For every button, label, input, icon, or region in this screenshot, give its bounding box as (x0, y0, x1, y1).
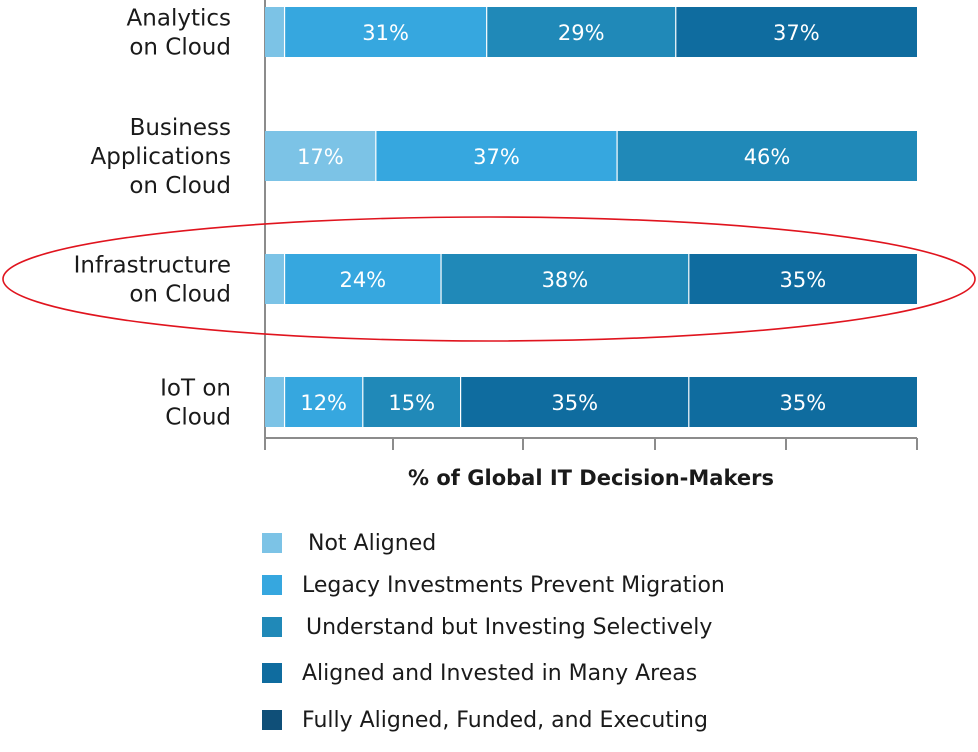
data-label: 38% (542, 268, 589, 292)
bar-segment (265, 377, 285, 427)
bar-segment (284, 377, 363, 427)
bar-segment (486, 7, 676, 57)
x-axis-title: % of Global IT Decision-Makers (408, 466, 774, 490)
data-label: 17% (297, 145, 344, 169)
bar-segment (441, 254, 689, 304)
category-label: Infrastructure (74, 253, 231, 279)
bar-segment (460, 377, 689, 427)
category-label: Applications (91, 144, 232, 170)
bar-segment (265, 254, 285, 304)
legend-swatch (262, 710, 282, 730)
highlight-ellipse (2, 216, 976, 342)
data-label: 12% (300, 391, 347, 415)
bar-segment (284, 7, 487, 57)
category-label: on Cloud (129, 35, 231, 61)
bar-segment (362, 377, 461, 427)
legend-swatch (262, 575, 282, 595)
data-label: 37% (773, 21, 820, 45)
legend-label: Understand but Investing Selectively (306, 614, 713, 640)
data-label: 35% (780, 391, 827, 415)
category-label: Analytics (127, 6, 231, 32)
data-label: 15% (388, 391, 435, 415)
legend-item: Not Aligned (262, 528, 436, 558)
legend-item: Fully Aligned, Funded, and Executing (262, 705, 708, 735)
legend-label: Aligned and Invested in Many Areas (302, 660, 698, 686)
legend-item: Understand but Investing Selectively (262, 612, 712, 642)
bar-segment (675, 7, 917, 57)
data-label: 46% (744, 145, 791, 169)
stacked-bar-chart: 31% 29% 37% Analytics on Cloud 17% 37% 46% Busin… (2, 0, 976, 490)
legend-item: Legacy Investments Prevent Migration (262, 570, 725, 600)
category-label: Cloud (165, 405, 231, 431)
legend-swatch (262, 663, 282, 683)
legend-swatch (262, 617, 282, 637)
bar-segment (617, 131, 917, 181)
data-label: 35% (780, 268, 827, 292)
legend-label: Legacy Investments Prevent Migration (302, 572, 725, 598)
category-label: Business (130, 115, 231, 141)
data-label: 29% (558, 21, 605, 45)
legend-label: Fully Aligned, Funded, and Executing (302, 707, 708, 733)
category-label: IoT on (160, 376, 231, 402)
bar-segment (265, 131, 376, 181)
bar-segment (688, 377, 917, 427)
legend-swatch (262, 533, 282, 553)
data-label: 37% (473, 145, 520, 169)
data-label: 31% (362, 21, 409, 45)
category-label: on Cloud (129, 282, 231, 308)
data-label: 24% (339, 268, 386, 292)
category-label: on Cloud (129, 173, 231, 199)
bar-segment (375, 131, 618, 181)
bar-segment (265, 7, 285, 57)
legend-item: Aligned and Invested in Many Areas (262, 658, 697, 688)
bar-segment (688, 254, 917, 304)
legend-label: Not Aligned (308, 530, 437, 556)
bar-segment (284, 254, 442, 304)
data-label: 35% (551, 391, 598, 415)
